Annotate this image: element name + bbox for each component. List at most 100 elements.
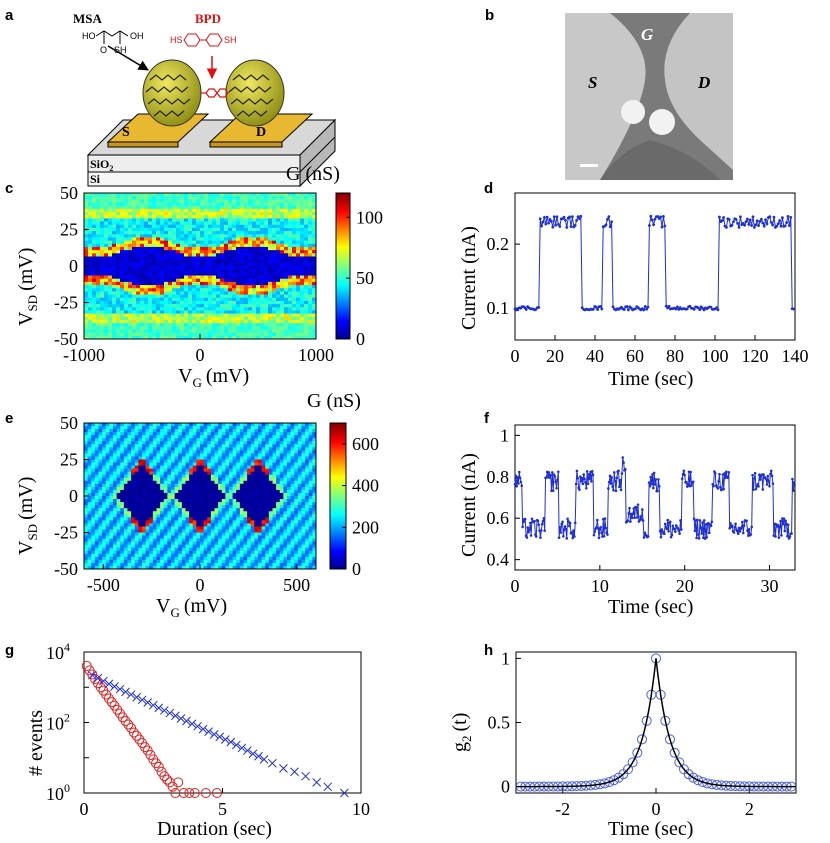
heatmap-cell-c [188, 272, 193, 277]
heatmap-cell-c [288, 319, 293, 324]
heatmap-cell-e [123, 453, 129, 458]
heatmap-cell-e [156, 456, 161, 461]
panel-b: b G S D [485, 7, 733, 180]
heatmap-cell-e [98, 489, 103, 494]
heatmap-cell-c [104, 291, 109, 296]
heatmap-cell-e [87, 544, 92, 549]
heatmap-cell-c [88, 281, 93, 286]
heatmap-cell-c [208, 262, 213, 267]
heatmap-cell-c [104, 307, 109, 312]
heatmap-cell-c [144, 215, 149, 219]
heatmap-cell-e [207, 477, 212, 482]
heatmap-cell-e [218, 438, 223, 442]
heatmap-cell-e [84, 514, 89, 518]
panel-c-ytick-label: 0 [69, 256, 78, 276]
heatmap-cell-e [185, 447, 190, 451]
heatmap-cell-e [156, 459, 161, 464]
heatmap-cell-c [220, 323, 225, 327]
sem-particle-2 [649, 109, 675, 135]
heatmap-cell-c [124, 193, 129, 197]
heatmap-cell-c [188, 240, 193, 245]
heatmap-cell-c [132, 243, 137, 248]
heatmap-cell-e [131, 556, 136, 561]
heatmap-cell-c [128, 281, 133, 286]
heatmap-cell-c [100, 202, 105, 207]
heatmap-cell-e [102, 438, 107, 442]
heatmap-cell-c [192, 300, 197, 305]
heatmap-cell-e [120, 535, 125, 540]
heatmap-cell-c [208, 316, 213, 321]
heatmap-cell-e [116, 553, 121, 558]
heatmap-cell-c [112, 329, 117, 334]
heatmap-cell-c [96, 196, 101, 200]
heatmap-cell-c [192, 205, 197, 210]
heatmap-cell-c [196, 291, 201, 296]
heatmap-cell-c [124, 240, 129, 245]
heatmap-cell-c [140, 262, 145, 267]
heatmap-cell-c [232, 199, 237, 204]
heatmap-cell-e [196, 426, 201, 430]
heatmap-cell-c [152, 240, 157, 245]
heatmap-cell-e [138, 544, 143, 549]
heatmap-cell-e [84, 502, 89, 506]
heatmap-cell-e [116, 505, 121, 509]
panel-d-frame [514, 192, 796, 341]
heatmap-cell-c [104, 326, 109, 331]
heatmap-cell-e [232, 468, 237, 473]
heatmap-cell-e [229, 514, 234, 518]
heatmap-cell-c [124, 326, 129, 331]
heatmap-cell-c [192, 291, 197, 296]
heatmap-cell-c [132, 262, 137, 267]
heatmap-cell-e [196, 529, 201, 534]
heatmap-cell-c [232, 253, 237, 258]
heatmap-cell-c [108, 269, 113, 273]
heatmap-cell-e [120, 492, 125, 497]
heatmap-cell-e [131, 432, 136, 436]
heatmap-cell-e [185, 541, 190, 546]
heatmap-cell-c [240, 272, 245, 277]
heatmap-cell-c [232, 329, 237, 334]
heatmap-cell-e [160, 465, 165, 470]
heatmap-cell-c [124, 221, 129, 226]
heatmap-cell-c [240, 313, 245, 318]
heatmap-cell-c [208, 266, 213, 270]
heatmap-cell-e [105, 459, 110, 464]
heatmap-cell-c [256, 202, 261, 207]
heatmap-cell-c [168, 231, 173, 235]
heatmap-cell-c [252, 272, 257, 277]
heatmap-cell-c [248, 323, 253, 327]
heatmap-cell-e [145, 423, 150, 427]
heatmap-cell-e [171, 499, 176, 503]
heatmap-cell-c [160, 253, 165, 258]
heatmap-cell-c [88, 300, 93, 305]
heatmap-cell-c [156, 231, 161, 235]
heatmap-cell-e [181, 477, 187, 482]
heatmap-cell-c [228, 269, 233, 273]
heatmap-cell-e [185, 535, 190, 540]
heatmap-cell-c [276, 234, 281, 239]
heatmap-cell-e [163, 429, 168, 433]
heatmap-cell-e [174, 477, 179, 482]
heatmap-cell-c [212, 332, 217, 337]
heatmap-cell-e [207, 538, 212, 543]
heatmap-cell-e [116, 468, 121, 473]
panel-d-point [765, 222, 769, 226]
heatmap-cell-e [138, 547, 143, 552]
heatmap-cell-e [134, 523, 139, 528]
heatmap-cell-e [102, 480, 107, 485]
heatmap-cell-e [181, 556, 187, 561]
heatmap-cell-e [98, 423, 103, 427]
heatmap-cell-c [288, 310, 293, 315]
heatmap-cell-e [91, 438, 96, 442]
heatmap-cell-c [128, 256, 133, 261]
heatmap-cell-e [98, 459, 103, 464]
heatmap-cell-e [145, 529, 150, 534]
heatmap-cell-e [221, 474, 226, 479]
heatmap-cell-e [163, 508, 168, 512]
heatmap-cell-e [109, 526, 114, 531]
heatmap-cell-c [112, 256, 117, 261]
heatmap-cell-c [100, 310, 105, 315]
heatmap-cell-e [120, 565, 125, 569]
heatmap-cell-c [244, 326, 249, 331]
heatmap-cell-e [149, 450, 154, 455]
